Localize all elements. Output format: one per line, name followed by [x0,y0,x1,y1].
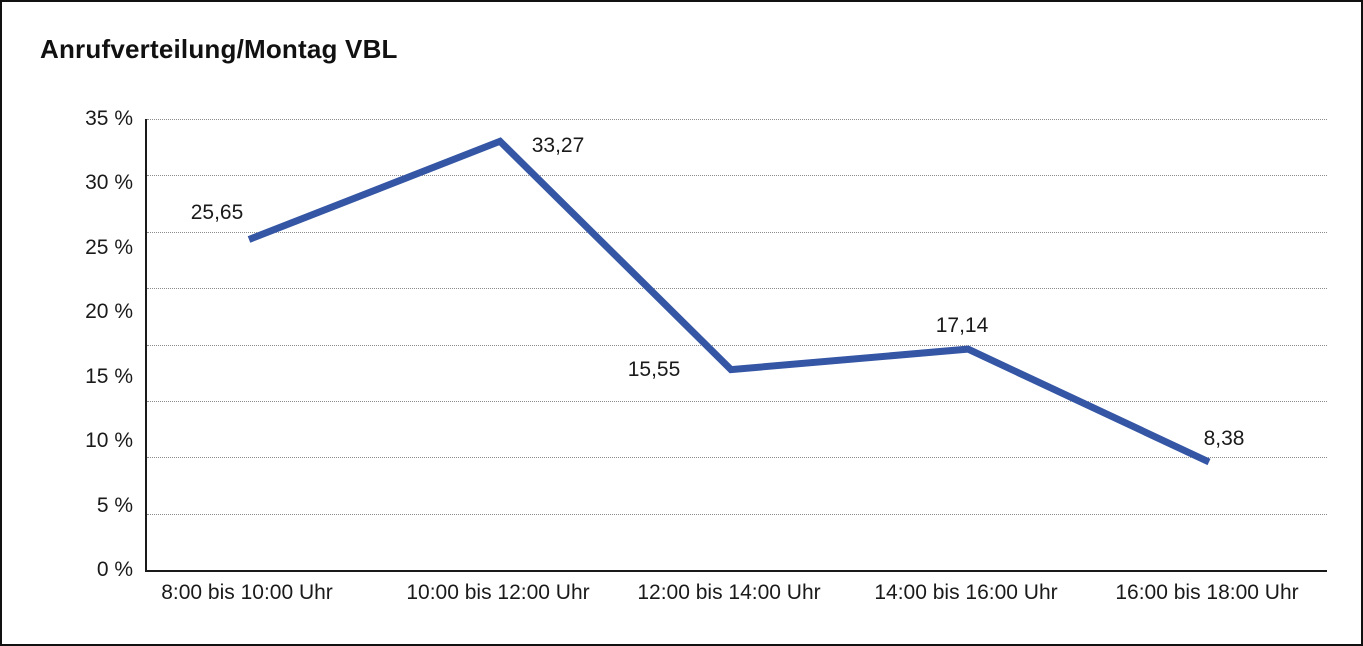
gridline [147,119,1327,120]
line-series-svg [247,137,1211,466]
plot-area [145,119,1327,572]
gridline [147,175,1327,177]
x-tick-label: 16:00 bis 18:00 Uhr [1115,581,1299,604]
y-tick-label: 15 % [85,364,133,388]
y-tick-label: 30 % [85,171,133,195]
y-tick-label: 10 % [85,429,133,453]
series-line [247,137,1211,466]
data-point-label: 8,38 [1203,427,1245,451]
x-tick-label: 12:00 bis 14:00 Uhr [637,581,821,604]
y-tick-label: 25 % [85,235,133,259]
gridline [147,231,1327,233]
gridline [147,344,1327,346]
y-tick-label: 35 % [85,107,133,130]
x-tick-label: 10:00 bis 12:00 Uhr [406,581,590,604]
y-tick-label: 5 % [96,493,133,517]
x-tick-label: 14:00 bis 16:00 Uhr [874,581,1058,604]
gridline [147,457,1327,459]
gridline [147,400,1327,402]
data-point-label: 25,65 [190,201,244,225]
gridline [147,513,1327,515]
chart-title: Anrufverteilung/Montag VBL [40,34,398,64]
data-point-label: 17,14 [935,314,989,338]
x-tick-label: 8:00 bis 10:00 Uhr [161,581,333,604]
data-point-label: 15,55 [627,357,681,381]
y-tick-label: 20 % [85,300,133,324]
gridline [147,288,1327,290]
y-tick-label: 0 % [96,558,133,581]
data-point-label: 33,27 [531,134,585,158]
